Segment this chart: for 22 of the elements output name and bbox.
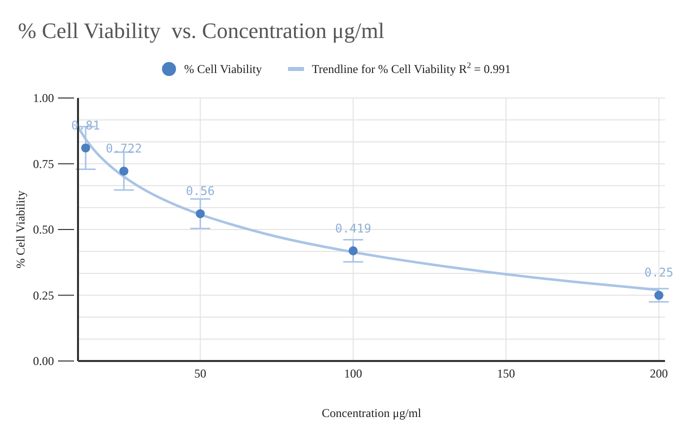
- x-tick-label: 150: [497, 366, 516, 381]
- y-tick-label: 0.75: [33, 156, 54, 171]
- point: [119, 166, 128, 176]
- y-tick-label: 0.00: [33, 354, 54, 368]
- x-tick-label: 100: [344, 366, 362, 381]
- x-axis-title: Concentration μg/ml: [322, 406, 422, 420]
- point: [81, 143, 90, 152]
- chart-title: % Cell Viability vs. Concentration μg/ml: [18, 18, 384, 44]
- point: [348, 246, 358, 256]
- y-axis-title: % Cell Viability: [13, 190, 28, 268]
- data-label: 0.722: [106, 142, 142, 156]
- data-label: 0.56: [186, 184, 215, 198]
- y-tick-label: 1.00: [33, 91, 54, 105]
- data-label: 0.25: [644, 266, 673, 280]
- y-tick-label: 0.50: [33, 222, 54, 236]
- legend-label: % Cell Viability: [184, 62, 262, 76]
- legend-label: Trendline for % Cell Viability R$^{2}$ = 0.991: [312, 61, 511, 77]
- point: [196, 209, 205, 218]
- y-tick-label: 0.25: [33, 288, 54, 302]
- x-tick-label: 200: [650, 366, 668, 381]
- x-tick-label: 50: [194, 366, 206, 381]
- data-label: 0.419: [335, 221, 372, 236]
